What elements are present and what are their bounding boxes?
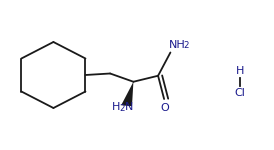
Text: Cl: Cl [234,88,245,98]
Text: H: H [236,66,244,75]
Polygon shape [121,82,133,106]
Text: 2: 2 [120,104,125,113]
Text: O: O [160,103,169,113]
Text: H: H [112,102,120,112]
Text: N: N [125,102,133,112]
Text: 2: 2 [184,41,189,50]
Text: NH: NH [169,39,186,50]
